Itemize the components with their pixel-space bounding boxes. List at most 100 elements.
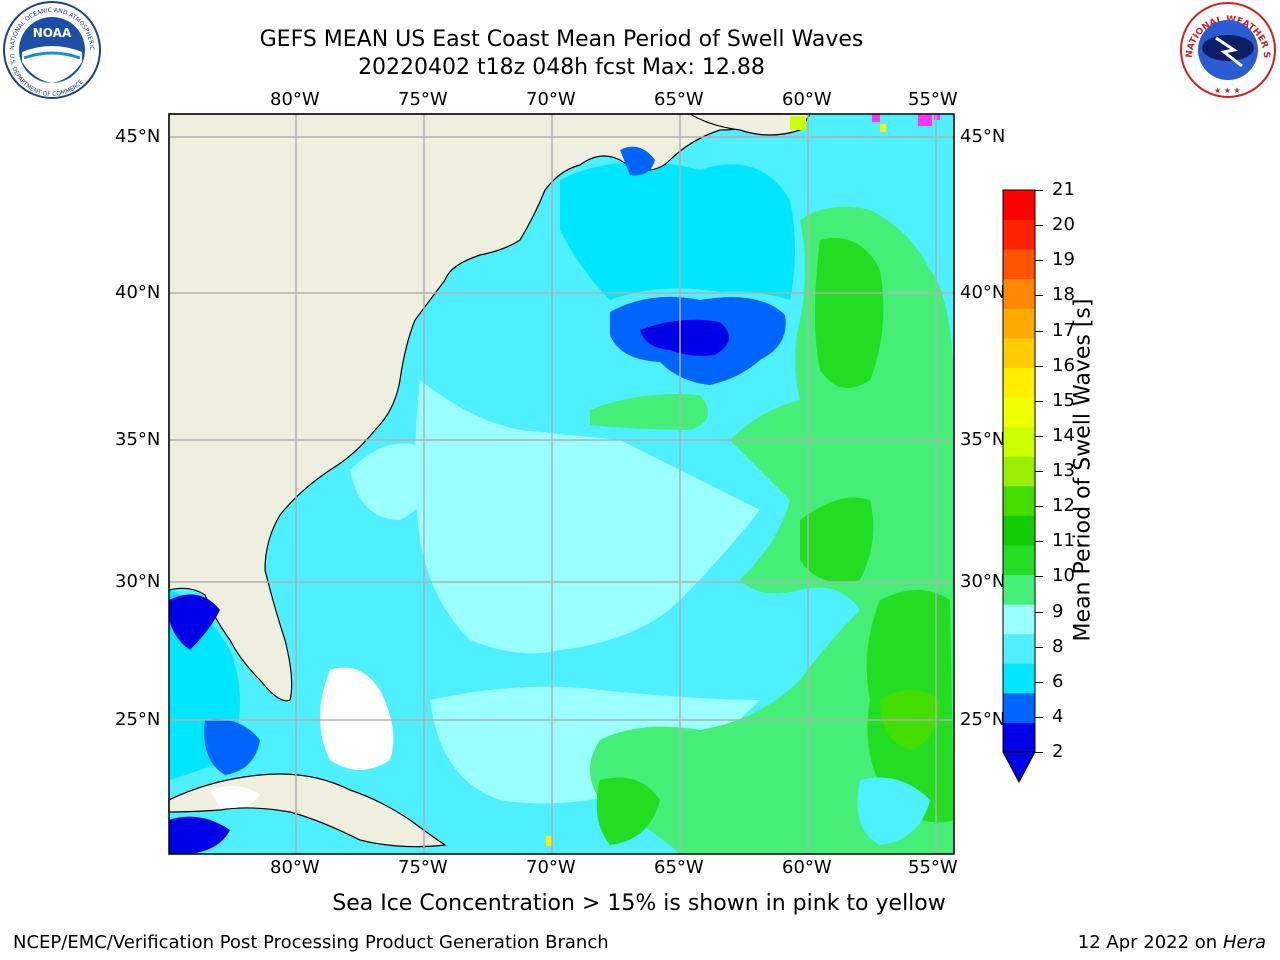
colorbar-tick-mark [1035,400,1043,402]
lon-label-bottom-75w: 75°W [398,857,448,878]
footer-host: Hera [1222,932,1266,953]
colorbar-cell [1003,663,1035,694]
noaa-logo: NATIONAL OCEANIC AND ATMOSPHERIC ADMINIS… [0,0,101,99]
colorbar-tick-mark [1035,576,1043,578]
colorbar-tick-label: 19 [1052,249,1075,271]
colorbar-tick-label: 14 [1052,424,1075,446]
lon-label-bottom-60w: 60°W [782,857,832,878]
lon-label-top-55w: 55°W [908,89,958,110]
land-nova-scotia [687,113,812,136]
colorbar-tick-mark [1035,681,1043,683]
lat-label-right-45n: 45°N [960,126,1006,147]
lat-label-left-25n: 25°N [115,709,161,730]
colorbar-tick-label: 13 [1052,460,1075,481]
svg-text:★ ★ ★: ★ ★ ★ [1214,86,1241,95]
colorbar-cell [1003,456,1035,487]
colorbar [1002,189,1036,784]
lon-label-bottom-70w: 70°W [526,857,576,878]
colorbar-tick-mark [1035,646,1043,648]
colorbar-tick-mark [1035,295,1043,297]
footer-date: 12 Apr 2022 on [1077,932,1223,953]
lon-label-top-75w: 75°W [398,89,448,110]
colorbar-tick-mark [1035,435,1043,437]
chart-title-line1: GEFS MEAN US East Coast Mean Period of S… [259,27,864,52]
colorbar-cell [1003,544,1035,576]
map-graticule [169,114,954,854]
colorbar-tick-label: 17 [1052,319,1075,341]
footer-right: 12 Apr 2022 on Hera [1078,932,1266,953]
colorbar-tick-mark [1035,365,1043,367]
colorbar-tick-label: 16 [1052,354,1075,376]
colorbar-cell [1003,337,1035,368]
colorbar-tick-label: 12 [1052,495,1075,517]
colorbar-cell [1003,219,1035,250]
colorbar-cell [1003,692,1035,723]
colorbar-under-arrow [1002,751,1036,784]
lat-label-right-40n: 40°N [960,282,1006,303]
colorbar-cell [1003,249,1035,280]
lat-label-right-35n: 35°N [960,429,1006,450]
colorbar-tick-mark [1035,225,1043,227]
colorbar-cell [1003,515,1035,546]
colorbar-cell [1003,633,1035,664]
colorbar-cell [1003,367,1035,398]
chart-title-line2: 20220402 t18z 048h fcst Max: 12.88 [358,55,765,80]
lat-label-right-30n: 30°N [960,571,1006,592]
colorbar-tick-mark [1035,541,1043,543]
contour-bright-green-1 [815,238,884,388]
colorbar-tick-mark [1035,752,1043,753]
sea-ice-caption-text: Sea Ice Concentration > 15% is shown in … [332,891,946,916]
bahamas-no-data [320,667,394,770]
colorbar-tick-mark [1035,611,1043,613]
contour-light-cyan-central [415,380,760,654]
colorbar-cell [1003,426,1035,457]
lon-label-top-70w: 70°W [526,89,576,110]
colorbar-tick-mark [1035,330,1043,332]
lat-label-left-35n: 35°N [115,429,161,450]
noaa-logo-text: NOAA [33,26,72,40]
colorbar-tick-mark [1035,471,1043,472]
contour-light-cyan-south [430,686,760,804]
lat-label-left-40n: 40°N [115,282,161,303]
lat-label-right-25n: 25°N [960,709,1006,730]
colorbar-label: Mean Period of Swell Waves [s] [1070,298,1096,642]
colorbar-tick-label: 9 [1052,600,1064,622]
colorbar-cell [1003,604,1035,635]
colorbar-tick-label: 10 [1052,565,1075,587]
colorbar-tick-label: 11 [1052,530,1075,552]
colorbar-tick-label: 8 [1052,635,1064,657]
colorbar-tick-label: 18 [1052,284,1075,306]
lon-label-bottom-80w: 80°W [270,857,320,878]
land-us-east-coast [168,113,782,702]
colorbar-cell [1003,485,1035,516]
colorbar-tick-label: 20 [1052,214,1075,236]
colorbar-tick-label: 2 [1052,741,1064,762]
colorbar-tick-label: 6 [1052,670,1064,692]
colorbar-cell [1003,278,1035,309]
lat-label-left-30n: 30°N [115,571,161,592]
colorbar-cell [1003,308,1035,339]
colorbar-cell [1003,190,1035,221]
colorbar-tick-mark [1035,716,1043,718]
lon-label-top-60w: 60°W [782,89,832,110]
colorbar-cell [1003,722,1035,753]
colorbar-tick-label: 4 [1052,705,1064,727]
colorbar-tick-mark [1035,506,1043,508]
lat-label-left-45n: 45°N [115,126,161,147]
nws-logo: NATIONAL WEATHER SERVICE ★ ★ ★ [1176,0,1276,98]
colorbar-tick-label: 21 [1052,179,1075,200]
lon-label-top-65w: 65°W [654,89,704,110]
footer-left: NCEP/EMC/Verification Post Processing Pr… [13,932,609,953]
sea-ice-caption: Sea Ice Concentration > 15% is shown in … [0,891,1279,916]
lon-label-bottom-65w: 65°W [654,857,704,878]
colorbar-cell [1003,397,1035,428]
lon-label-top-80w: 80°W [270,89,320,110]
colorbar-tick-mark [1035,260,1043,262]
lon-label-bottom-55w: 55°W [908,857,958,878]
colorbar-tick-mark [1035,190,1043,191]
contour-cyan-gulf-of-maine [560,162,795,300]
map-frame [168,113,955,855]
colorbar-tick-label: 15 [1052,389,1075,411]
colorbar-cell [1003,574,1035,605]
